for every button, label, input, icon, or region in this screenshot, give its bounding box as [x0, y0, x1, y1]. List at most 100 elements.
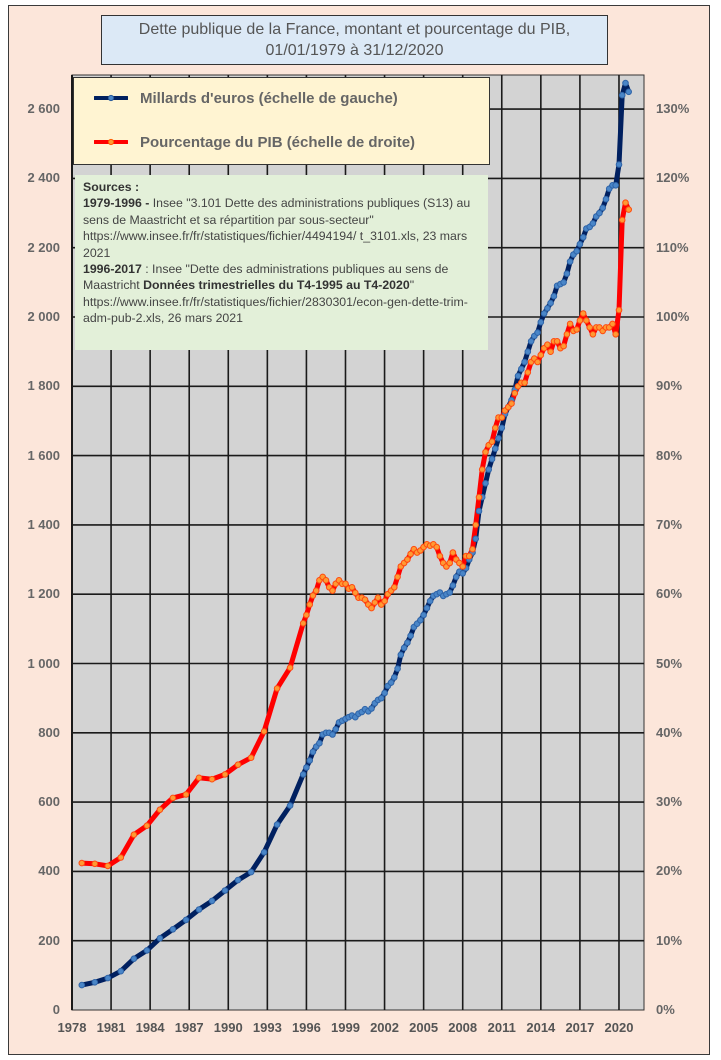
data-point-percent — [306, 601, 314, 608]
data-point-percent — [234, 761, 242, 769]
data-point-billions — [576, 240, 584, 248]
sources-entry-2-bold: Données trimestrielles du T4-1995 au T4-… — [143, 278, 410, 293]
data-point-billions — [534, 329, 541, 336]
data-point-billions — [286, 802, 294, 809]
data-point-billions — [247, 868, 255, 876]
data-point-percent — [182, 791, 190, 798]
data-point-percent — [299, 620, 307, 627]
data-point-billions — [169, 926, 177, 933]
data-point-billions — [309, 748, 317, 756]
sources-entry-1-text: Insee "3.101 Dette des administrations p… — [83, 196, 471, 260]
data-point-billions — [459, 570, 467, 577]
x-tick-label: 2011 — [487, 1020, 516, 1035]
data-point-billions — [550, 292, 558, 300]
data-point-billions — [544, 305, 551, 312]
x-tick-label: 2014 — [526, 1020, 556, 1035]
y-left-tick-label: 2 200 — [27, 239, 60, 255]
sources-entry-1: 1979-1996 - Insee "3.101 Dette des admin… — [83, 195, 480, 261]
data-point-percent — [459, 563, 467, 570]
data-point-percent — [566, 320, 574, 328]
data-point-percent — [618, 216, 626, 224]
y-right-tick-label: 130% — [656, 101, 690, 117]
data-point-billions — [488, 455, 496, 463]
data-point-percent — [534, 358, 541, 366]
legend-marker-billions-icon — [94, 94, 128, 102]
data-point-billions — [332, 726, 340, 733]
x-tick-label: 1996 — [291, 1020, 321, 1035]
data-point-percent — [573, 326, 581, 333]
data-point-percent — [273, 685, 281, 692]
data-point-billions — [91, 979, 99, 986]
y-left-tick-label: 1 400 — [27, 516, 60, 532]
data-point-percent — [472, 521, 480, 529]
data-point-billions — [540, 310, 548, 317]
y-right-tick-label: 20% — [656, 863, 683, 879]
data-point-billions — [485, 466, 493, 473]
data-point-percent — [609, 320, 616, 328]
data-point-billions — [368, 705, 375, 712]
data-point-billions — [449, 582, 457, 589]
data-point-billions — [378, 694, 385, 702]
data-point-billions — [560, 279, 567, 286]
data-point-percent — [511, 389, 519, 397]
x-tick-label: 1993 — [252, 1020, 282, 1035]
x-tick-label: 2020 — [604, 1020, 634, 1035]
data-point-percent — [342, 580, 349, 588]
y-left-tick-label: 800 — [38, 724, 60, 740]
data-point-billions — [475, 507, 483, 515]
data-point-billions — [407, 632, 414, 640]
data-point-percent — [322, 577, 330, 584]
legend: Millards d'euros (échelle de gauche) Pou… — [73, 77, 490, 165]
data-point-percent — [195, 774, 203, 782]
data-point-percent — [361, 596, 369, 604]
data-point-billions — [537, 318, 545, 326]
y-left-tick-label: 2 600 — [27, 101, 60, 117]
data-point-percent — [312, 587, 320, 595]
y-right-tick-label: 10% — [656, 932, 683, 948]
data-point-percent — [436, 552, 444, 560]
data-point-percent — [488, 438, 496, 446]
x-tick-label: 1984 — [135, 1020, 165, 1035]
sources-entry-2-text-b: " https://www.insee.fr/fr/statistiques/f… — [83, 278, 468, 326]
data-point-percent — [404, 556, 411, 563]
data-point-billions — [195, 906, 203, 913]
data-point-percent — [586, 324, 594, 331]
data-point-billions — [612, 182, 620, 189]
data-point-percent — [208, 775, 216, 783]
y-right-tick-label: 70% — [656, 516, 683, 532]
data-point-percent — [117, 854, 125, 861]
y-left-tick-label: 200 — [38, 932, 60, 948]
data-point-billions — [547, 299, 554, 307]
data-point-billions — [423, 604, 431, 612]
data-point-billions — [417, 616, 424, 624]
y-left-tick-label: 600 — [38, 794, 60, 810]
data-point-billions — [524, 348, 532, 356]
data-point-percent — [91, 860, 99, 868]
data-point-billions — [299, 771, 307, 778]
data-point-billions — [622, 79, 629, 87]
data-point-percent — [371, 599, 379, 606]
y-left-tick-label: 2 000 — [27, 309, 60, 324]
data-point-billions — [234, 876, 242, 884]
chart-title: Dette publique de la France, montant et … — [101, 15, 608, 65]
data-point-percent — [478, 466, 486, 473]
data-point-billions — [221, 887, 229, 894]
data-point-billions — [381, 689, 388, 697]
data-point-billions — [143, 947, 151, 954]
data-point-percent — [130, 831, 138, 839]
y-left-tick-label: 0 — [52, 1002, 60, 1017]
y-left-tick-label: 400 — [38, 863, 60, 879]
y-left-tick-label: 1 800 — [27, 378, 60, 394]
data-point-percent — [407, 550, 414, 558]
y-left-tick-label: 1 000 — [27, 655, 60, 671]
data-point-billions — [394, 665, 401, 673]
data-point-percent — [560, 342, 567, 350]
data-point-percent — [391, 584, 398, 591]
data-point-billions — [521, 358, 528, 366]
sources-entry-2-text-a: : Insee "Dette des administrations publi… — [83, 262, 449, 293]
y-right-tick-label: 0% — [656, 1002, 675, 1017]
data-point-percent — [492, 424, 499, 432]
data-point-billions — [514, 372, 522, 380]
legend-marker-percent-icon — [94, 138, 128, 146]
data-point-percent — [498, 414, 506, 421]
